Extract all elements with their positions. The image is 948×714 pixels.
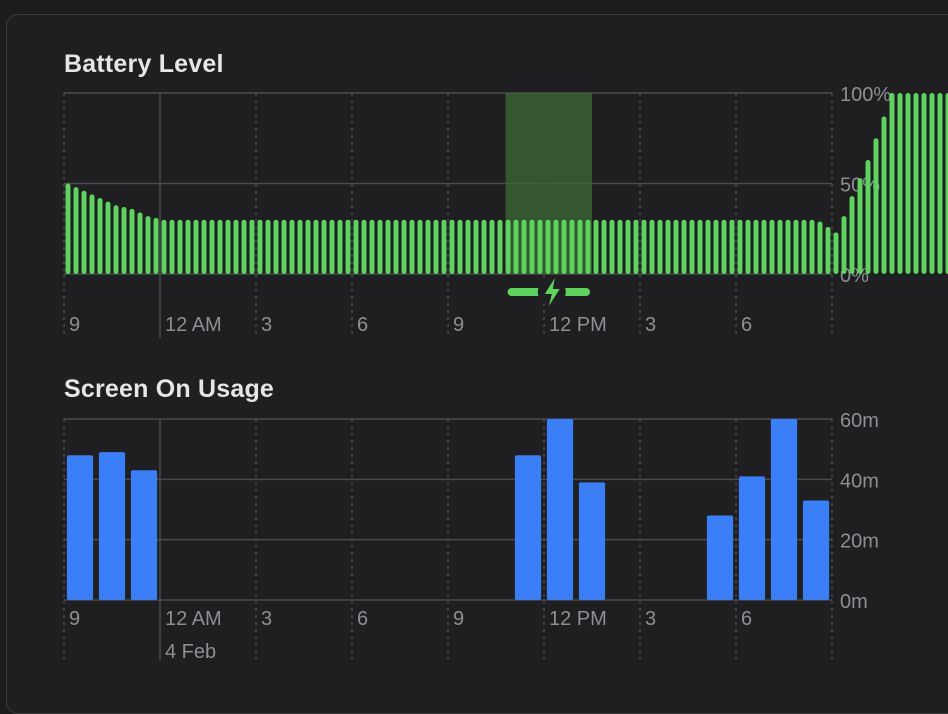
screen-time-panel — [6, 14, 948, 714]
usage-chart-title: Screen On Usage — [64, 375, 275, 403]
battery-chart-title: Battery Level — [64, 50, 224, 78]
